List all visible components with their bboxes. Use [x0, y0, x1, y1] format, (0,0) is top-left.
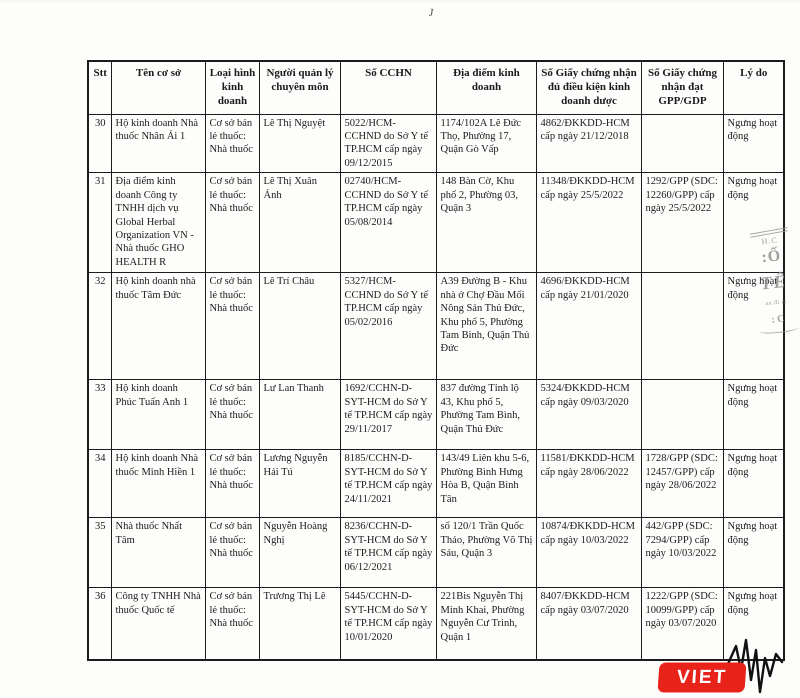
cell-type: Cơ sở bán lẻ thuốc: Nhà thuốc	[204, 517, 260, 589]
cell-address: số 120/1 Trần Quốc Thảo, Phường Võ Thị S…	[435, 517, 537, 589]
cell-name: Hộ kinh doanh Nhà thuốc Minh Hiền 1	[110, 449, 206, 519]
cell-name: Hộ kinh doanh nhà thuốc Tâm Đức	[110, 272, 206, 381]
cell-license: 4696/ĐKKDD-HCM cấp ngày 21/01/2020	[535, 272, 642, 381]
table-row: 33 Hộ kinh doanh Phúc Tuấn Anh 1 Cơ sở b…	[87, 379, 785, 451]
header-license: Số Giấy chứng nhận đủ điều kiện kinh doa…	[535, 60, 642, 115]
cell-name: Hộ kinh doanh Nhà thuốc Nhân Ái 1	[110, 113, 206, 174]
cell-reason: Ngưng hoạt động	[722, 113, 785, 174]
cell-manager: Trương Thị Lê	[258, 587, 341, 661]
cell-type: Cơ sở bán lẻ thuốc: Nhà thuốc	[204, 113, 260, 174]
cell-stt: 30	[87, 113, 112, 174]
cell-stt: 34	[87, 449, 112, 519]
cell-name: Công ty TNHH Nhà thuốc Quốc tế	[110, 587, 206, 661]
cell-reason: Ngưng hoạt động	[722, 449, 785, 519]
cell-manager: Lương Nguyễn Hải Tú	[258, 449, 341, 519]
cell-gpp	[640, 272, 724, 381]
cell-cchn: 5022/HCM-CCHND do Sở Y tế TP.HCM cấp ngà…	[339, 113, 437, 174]
header-cchn: Số CCHN	[339, 60, 437, 115]
cell-address: 148 Bàn Cờ, Khu phố 2, Phường 03, Quận 3	[435, 172, 537, 274]
cell-stt: 33	[87, 379, 112, 451]
cell-manager: Nguyễn Hoàng Nghị	[258, 517, 341, 589]
table-row: 36 Công ty TNHH Nhà thuốc Quốc tế Cơ sở …	[87, 587, 785, 661]
cell-name: Hộ kinh doanh Phúc Tuấn Anh 1	[110, 379, 206, 451]
header-stt: Stt	[87, 60, 112, 115]
cell-license: 8407/ĐKKDD-HCM cấp ngày 03/07/2020	[535, 587, 642, 661]
viet-logo: VIET	[659, 664, 745, 691]
header-address: Địa điểm kinh doanh	[435, 60, 537, 115]
pharmacy-license-table: Stt Tên cơ sở Loại hình kinh doanh Người…	[87, 60, 785, 661]
cell-reason: Ngưng hoạt động	[722, 272, 785, 381]
cell-manager: Lư Lan Thanh	[258, 379, 341, 451]
cell-cchn: 8185/CCHN-D-SYT-HCM do Sở Y tế TP.HCM cấ…	[339, 449, 437, 519]
scan-artifact-mark: J	[428, 6, 435, 20]
cell-gpp	[640, 113, 724, 174]
cell-reason: Ngưng hoạt động	[722, 379, 785, 451]
cell-address: 143/49 Liên khu 5-6, Phường Bình Hưng Hò…	[435, 449, 537, 519]
cell-gpp: 1222/GPP (SDC: 10099/GPP) cấp ngày 03/07…	[640, 587, 724, 661]
table-row: 35 Nhà thuốc Nhất Tâm Cơ sở bán lẻ thuốc…	[87, 517, 785, 589]
cell-address: 221Bis Nguyễn Thị Minh Khai, Phường Nguy…	[435, 587, 537, 661]
cell-stt: 32	[87, 272, 112, 381]
cell-gpp: 1728/GPP (SDC: 12457/GPP) cấp ngày 28/06…	[640, 449, 724, 519]
cell-manager: Lê Thị Nguyệt	[258, 113, 341, 174]
cell-name: Địa điểm kinh doanh Công ty TNHH dịch vụ…	[110, 172, 206, 274]
cell-stt: 35	[87, 517, 112, 589]
cell-reason: Ngưng hoạt động	[722, 172, 785, 274]
cell-gpp: 1292/GPP (SDC: 12260/GPP) cấp ngày 25/5/…	[640, 172, 724, 274]
cell-license: 4862/ĐKKDD-HCM cấp ngày 21/12/2018	[535, 113, 642, 174]
cell-gpp	[640, 379, 724, 451]
header-reason: Lý do	[722, 60, 785, 115]
cell-type: Cơ sở bán lẻ thuốc: Nhà thuốc	[204, 379, 260, 451]
cell-cchn: 5445/CCHN-D-SYT-HCM do Sở Y tế TP.HCM cấ…	[339, 587, 437, 661]
cell-reason: Ngưng hoạt động	[722, 587, 785, 661]
table-row: 31 Địa điểm kinh doanh Công ty TNHH dịch…	[87, 172, 785, 274]
table-row: 30 Hộ kinh doanh Nhà thuốc Nhân Ái 1 Cơ …	[87, 113, 785, 174]
cell-gpp: 442/GPP (SDC: 7294/GPP) cấp ngày 10/03/2…	[640, 517, 724, 589]
cell-stt: 31	[87, 172, 112, 274]
cell-type: Cơ sở bán lẻ thuốc: Nhà thuốc	[204, 272, 260, 381]
cell-manager: Lê Thị Xuân Ánh	[258, 172, 341, 274]
cell-reason: Ngưng hoạt động	[722, 517, 785, 589]
cell-cchn: 1692/CCHN-D-SYT-HCM do Sở Y tế TP.HCM cấ…	[339, 379, 437, 451]
header-type: Loại hình kinh doanh	[204, 60, 260, 115]
cell-type: Cơ sở bán lẻ thuốc: Nhà thuốc	[204, 449, 260, 519]
table-header-row: Stt Tên cơ sở Loại hình kinh doanh Người…	[87, 60, 785, 115]
cell-address: 837 đường Tỉnh lộ 43, Khu phố 5, Phường …	[435, 379, 537, 451]
cell-license: 11581/ĐKKDD-HCM cấp ngày 28/06/2022	[535, 449, 642, 519]
cell-cchn: 5327/HCM-CCHND do Sở Y tế TP.HCM cấp ngà…	[339, 272, 437, 381]
cell-manager: Lê Trí Châu	[258, 272, 341, 381]
header-manager: Người quản lý chuyên môn	[258, 60, 341, 115]
cell-license: 10874/ĐKKDD-HCM cấp ngày 10/03/2022	[535, 517, 642, 589]
viet-logo-text: VIET	[676, 666, 728, 688]
cell-stt: 36	[87, 587, 112, 661]
table-row: 34 Hộ kinh doanh Nhà thuốc Minh Hiền 1 C…	[87, 449, 785, 519]
cell-license: 11348/ĐKKDD-HCM cấp ngày 25/5/2022	[535, 172, 642, 274]
header-name: Tên cơ sở	[110, 60, 206, 115]
cell-name: Nhà thuốc Nhất Tâm	[110, 517, 206, 589]
table-row: 32 Hộ kinh doanh nhà thuốc Tâm Đức Cơ sở…	[87, 272, 785, 381]
cell-type: Cơ sở bán lẻ thuốc: Nhà thuốc	[204, 587, 260, 661]
cell-address: A39 Đường B - Khu nhà ở Chợ Đầu Mối Nông…	[435, 272, 537, 381]
cell-cchn: 02740/HCM-CCHND do Sở Y tế TP.HCM cấp ng…	[339, 172, 437, 274]
header-gpp: Số Giấy chứng nhận đạt GPP/GDP	[640, 60, 724, 115]
cell-license: 5324/ĐKKDD-HCM cấp ngày 09/03/2020	[535, 379, 642, 451]
cell-type: Cơ sở bán lẻ thuốc: Nhà thuốc	[204, 172, 260, 274]
cell-address: 1174/102A Lê Đức Thọ, Phường 17, Quận Gò…	[435, 113, 537, 174]
cell-cchn: 8236/CCHN-D-SYT-HCM do Sở Y tế TP.HCM cấ…	[339, 517, 437, 589]
